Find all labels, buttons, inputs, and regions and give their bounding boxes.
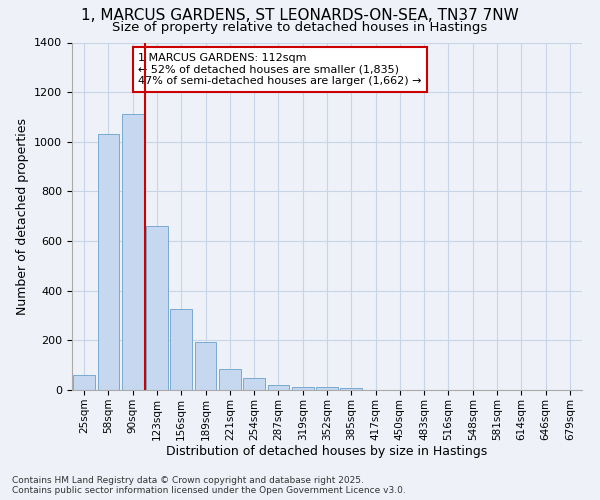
Text: Size of property relative to detached houses in Hastings: Size of property relative to detached ho… [112, 21, 488, 34]
Text: 1 MARCUS GARDENS: 112sqm
← 52% of detached houses are smaller (1,835)
47% of sem: 1 MARCUS GARDENS: 112sqm ← 52% of detach… [139, 53, 422, 86]
Bar [243, 378, 265, 390]
Bar [73, 374, 95, 390]
Bar [122, 114, 143, 390]
Bar [194, 342, 217, 390]
Text: Contains HM Land Registry data © Crown copyright and database right 2025.
Contai: Contains HM Land Registry data © Crown c… [12, 476, 406, 495]
Bar [316, 386, 338, 390]
Bar [340, 388, 362, 390]
Bar [170, 310, 192, 390]
Bar [97, 134, 119, 390]
Y-axis label: Number of detached properties: Number of detached properties [16, 118, 29, 315]
X-axis label: Distribution of detached houses by size in Hastings: Distribution of detached houses by size … [166, 446, 488, 458]
Text: 1, MARCUS GARDENS, ST LEONARDS-ON-SEA, TN37 7NW: 1, MARCUS GARDENS, ST LEONARDS-ON-SEA, T… [81, 8, 519, 22]
Bar [219, 369, 241, 390]
Bar [292, 386, 314, 390]
Bar [268, 384, 289, 390]
Bar [146, 226, 168, 390]
